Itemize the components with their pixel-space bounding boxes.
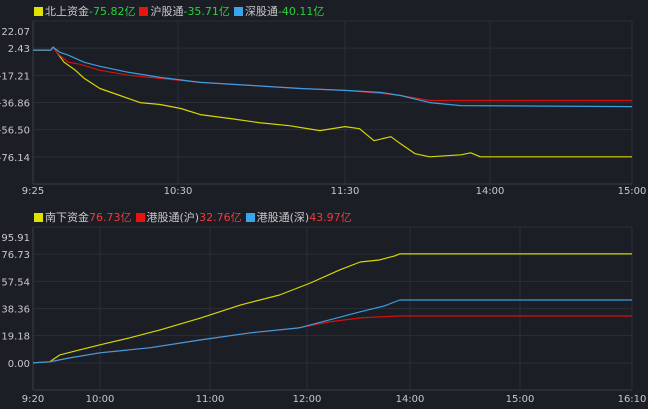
y-tick-label: -36.86: [0, 99, 30, 110]
legend-label: 沪股通: [150, 5, 184, 18]
series-line-港股通(深): [32, 299, 632, 364]
legend-item: 南下资金 76.73亿: [34, 209, 132, 225]
x-tick-label: 16:10: [618, 394, 647, 405]
x-tick-label: 12:00: [293, 394, 322, 405]
y-tick-label: 19.18: [1, 332, 30, 343]
legend-item: 沪股通 -35.71亿: [139, 3, 230, 19]
x-tick-label: 9:25: [22, 186, 44, 197]
y-tick-label: 0.00: [8, 359, 30, 370]
series-line-沪股通: [33, 47, 632, 102]
x-tick-label: 15:00: [506, 394, 535, 405]
x-tick-label: 14:00: [476, 186, 505, 197]
legend-northbound: 北上资金 -75.82亿 沪股通 -35.71亿 深股通 -40.11亿: [34, 3, 328, 19]
legend-item: 深股通 -40.11亿: [233, 3, 325, 19]
x-tick-label: 11:30: [331, 186, 360, 197]
x-tick-label: 10:00: [86, 394, 115, 405]
y-tick-label: -56.50: [0, 126, 30, 137]
legend-value: -40.11亿: [277, 5, 325, 18]
y-tick-label: 2.43: [8, 44, 30, 55]
legend-swatch: [245, 212, 255, 222]
legend-value: -35.71亿: [183, 5, 230, 18]
legend-item: 港股通(深) 43.97亿: [245, 209, 352, 225]
x-tick-label: 15:00: [618, 186, 647, 197]
legend-item: 港股通(沪) 32.76亿: [135, 209, 242, 225]
legend-label: 深股通: [244, 5, 278, 18]
legend-label: 北上资金: [45, 5, 89, 18]
legend-item: 北上资金 -75.82亿: [34, 3, 135, 19]
y-tick-label: -76.14: [0, 153, 30, 164]
x-tick-label: 9:20: [22, 394, 44, 405]
y-tick-label: -17.21: [0, 71, 30, 82]
legend-swatch: [34, 6, 43, 16]
legend-swatch: [34, 212, 43, 222]
legend-value: 43.97亿: [309, 211, 352, 224]
x-tick-label: 11:00: [196, 394, 225, 405]
y-tick-label: 38.36: [1, 305, 30, 316]
legend-label: 港股通(深): [256, 211, 310, 224]
legend-southbound: 南下资金 76.73亿 港股通(沪) 32.76亿 港股通(深) 43.97亿: [34, 209, 356, 225]
legend-value: -75.82亿: [89, 5, 136, 18]
y-tick-label: 22.07: [1, 27, 30, 38]
legend-swatch: [135, 212, 145, 222]
series-line-深股通: [33, 46, 633, 108]
legend-value: 32.76亿: [199, 211, 242, 224]
y-tick-label: 95.91: [1, 233, 30, 244]
series-line-南下资金: [32, 253, 632, 364]
legend-label: 港股通(沪): [146, 211, 200, 224]
legend-swatch: [139, 6, 149, 16]
y-tick-label: 57.54: [1, 277, 30, 288]
x-tick-label: 14:00: [396, 394, 425, 405]
y-tick-label: 76.73: [1, 250, 30, 261]
legend-value: 76.73亿: [89, 211, 132, 224]
series-line-北上资金: [33, 46, 632, 158]
x-tick-label: 10:30: [164, 186, 193, 197]
legend-swatch: [233, 6, 243, 16]
legend-label: 南下资金: [45, 211, 89, 224]
